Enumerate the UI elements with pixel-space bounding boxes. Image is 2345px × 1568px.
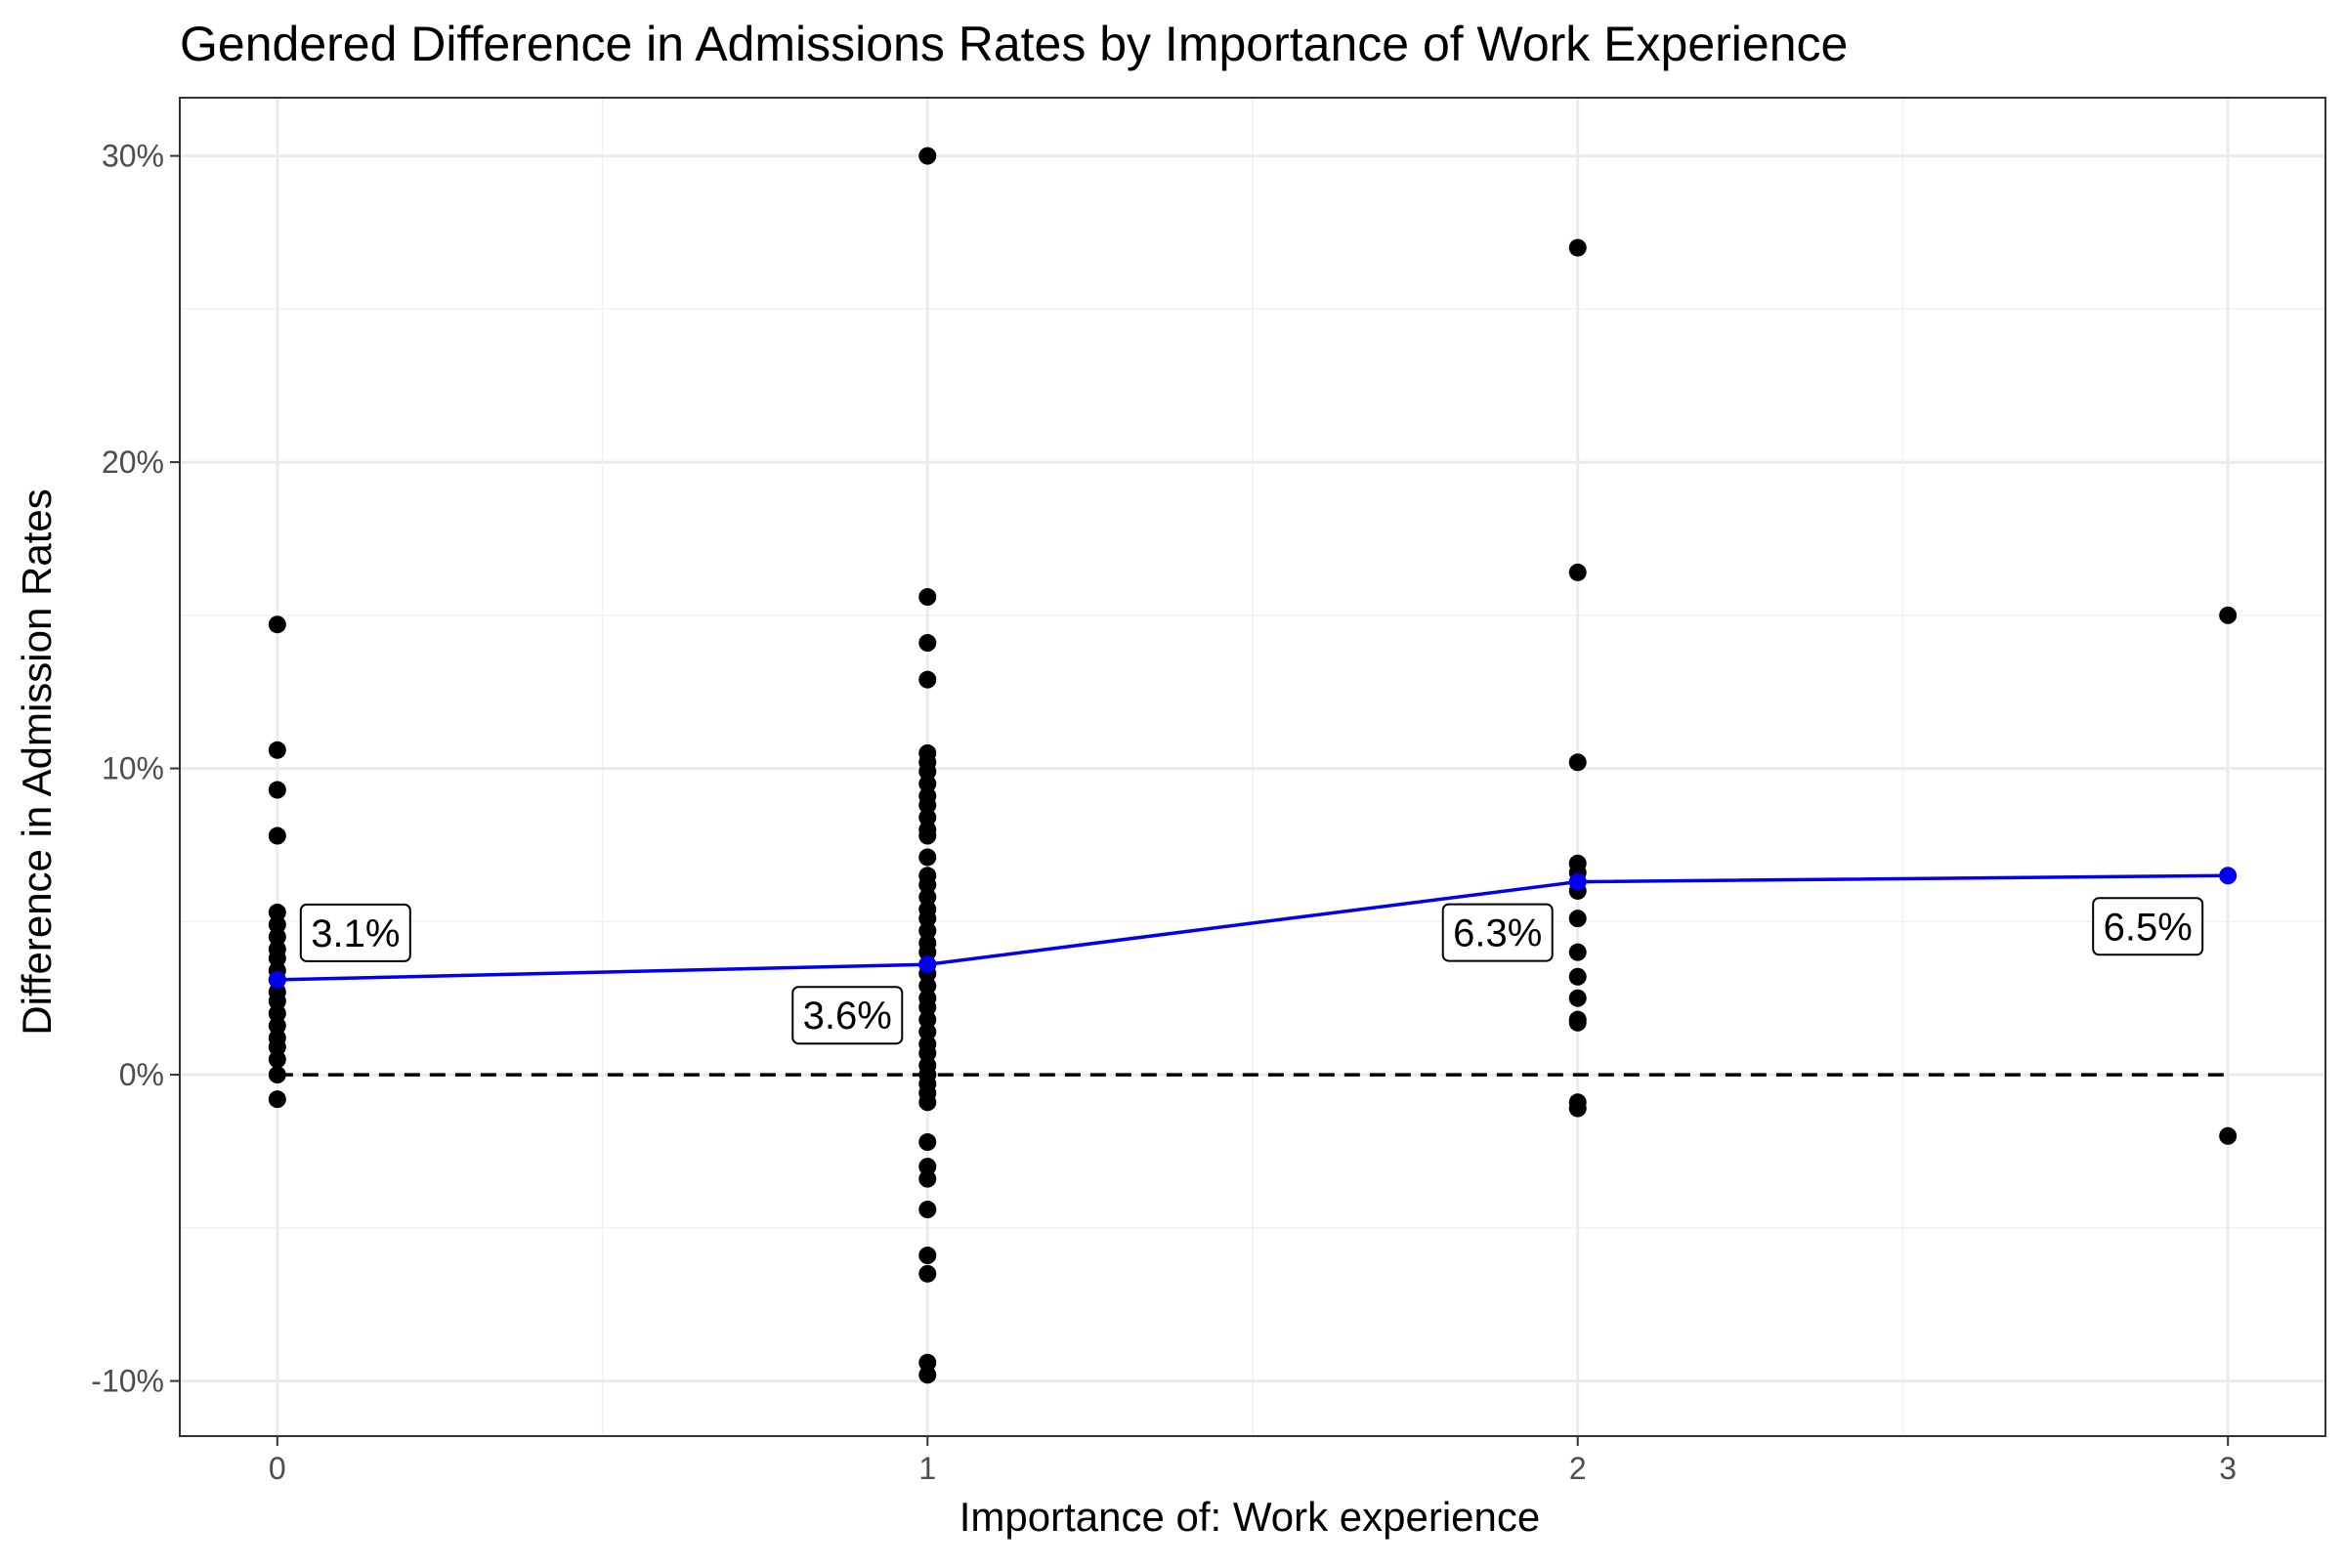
mean-point xyxy=(1568,872,1587,891)
scatter-point xyxy=(918,762,937,781)
x-tick-label: 0 xyxy=(269,1451,286,1486)
scatter-point xyxy=(268,1038,286,1056)
scatter-point xyxy=(918,796,937,815)
scatter-point xyxy=(918,147,937,165)
chart-title: Gendered Difference in Admissions Rates … xyxy=(180,17,1848,71)
scatter-point xyxy=(268,903,286,921)
scatter-point xyxy=(268,781,286,799)
scatter-point xyxy=(268,615,286,634)
scatter-point xyxy=(918,1353,937,1372)
scatter-point xyxy=(1568,910,1587,928)
scatter-point xyxy=(268,1066,286,1084)
data-label: 6.5% xyxy=(2092,897,2204,956)
scatter-point xyxy=(268,1090,286,1109)
y-tick-label: -10% xyxy=(91,1364,164,1399)
scatter-point xyxy=(1568,238,1587,257)
scatter-point xyxy=(1568,1013,1587,1032)
scatter-point xyxy=(918,1169,937,1188)
scatter-point xyxy=(268,1004,286,1023)
mean-point xyxy=(918,955,937,974)
scatter-point xyxy=(268,1016,286,1035)
mean-line xyxy=(277,873,2229,982)
x-axis-title: Importance of: Work experience xyxy=(959,1494,1541,1540)
data-label-text: 6.3% xyxy=(1453,912,1542,955)
scatter-point xyxy=(918,1010,937,1029)
scatter-point xyxy=(268,915,286,934)
scatter-point xyxy=(918,1093,937,1112)
scatter-point xyxy=(268,826,286,845)
scatter-point xyxy=(1568,1099,1587,1118)
scatter-point xyxy=(918,943,937,961)
scatter-point xyxy=(2219,606,2238,624)
scatter-point xyxy=(918,670,937,689)
scatter-point xyxy=(918,921,937,940)
data-label: 3.1% xyxy=(299,903,411,962)
scatter-point xyxy=(918,826,937,845)
scatter-point xyxy=(1568,563,1587,581)
panel-border xyxy=(179,97,2326,1437)
scatter-point xyxy=(1568,943,1587,961)
data-label: 6.3% xyxy=(1441,903,1554,962)
scatter-point xyxy=(268,992,286,1010)
data-label: 3.6% xyxy=(791,986,904,1045)
scatter-point xyxy=(918,888,937,907)
y-axis-title: Difference in Admission Rates xyxy=(14,488,60,1036)
y-tick-label: 20% xyxy=(102,445,164,480)
scatter-point xyxy=(918,634,937,653)
scatter-point xyxy=(918,1264,937,1283)
data-label-box xyxy=(2092,897,2204,956)
scatter-point xyxy=(918,1023,937,1041)
data-label-text: 3.6% xyxy=(803,995,892,1038)
scatter-point xyxy=(2219,1126,2238,1145)
data-label-box xyxy=(791,986,904,1045)
data-label-box xyxy=(1441,903,1554,962)
scatter-point xyxy=(918,910,937,928)
scatter-point xyxy=(918,1158,937,1176)
data-label-box xyxy=(299,903,411,962)
plot-area: 3.1% 3.6% 6.3% 6.5% xyxy=(179,97,2326,1437)
scatter-point xyxy=(1568,989,1587,1007)
y-tick-label: 30% xyxy=(102,139,164,174)
x-tick-label: 3 xyxy=(2219,1451,2237,1486)
scatter-point xyxy=(268,949,286,967)
scatter-point xyxy=(918,1133,937,1152)
scatter-point xyxy=(918,848,937,867)
scatter-point xyxy=(1568,753,1587,772)
y-tick-label: 10% xyxy=(102,751,164,786)
scatter-point xyxy=(268,741,286,759)
scatter-point xyxy=(268,1050,286,1069)
scatter-point xyxy=(1568,967,1587,986)
scatter-point xyxy=(918,875,937,894)
mean-point xyxy=(268,970,286,989)
y-tick-label: 0% xyxy=(119,1057,164,1092)
scatter-point xyxy=(918,775,937,793)
scatter-point xyxy=(918,998,937,1017)
scatter-point xyxy=(918,808,937,826)
scatter-point xyxy=(918,1247,937,1265)
x-tick-label: 2 xyxy=(1569,1451,1587,1486)
data-label-text: 6.5% xyxy=(2104,906,2193,949)
scatter-point xyxy=(918,588,937,607)
scatter-point xyxy=(918,977,937,996)
data-label-text: 3.1% xyxy=(311,912,400,955)
scatter-point xyxy=(918,1366,937,1384)
x-tick-label: 1 xyxy=(918,1451,936,1486)
mean-point xyxy=(2219,867,2238,885)
scatter-point xyxy=(918,1044,937,1063)
scatter-point xyxy=(268,927,286,946)
scatter-point xyxy=(918,1201,937,1219)
